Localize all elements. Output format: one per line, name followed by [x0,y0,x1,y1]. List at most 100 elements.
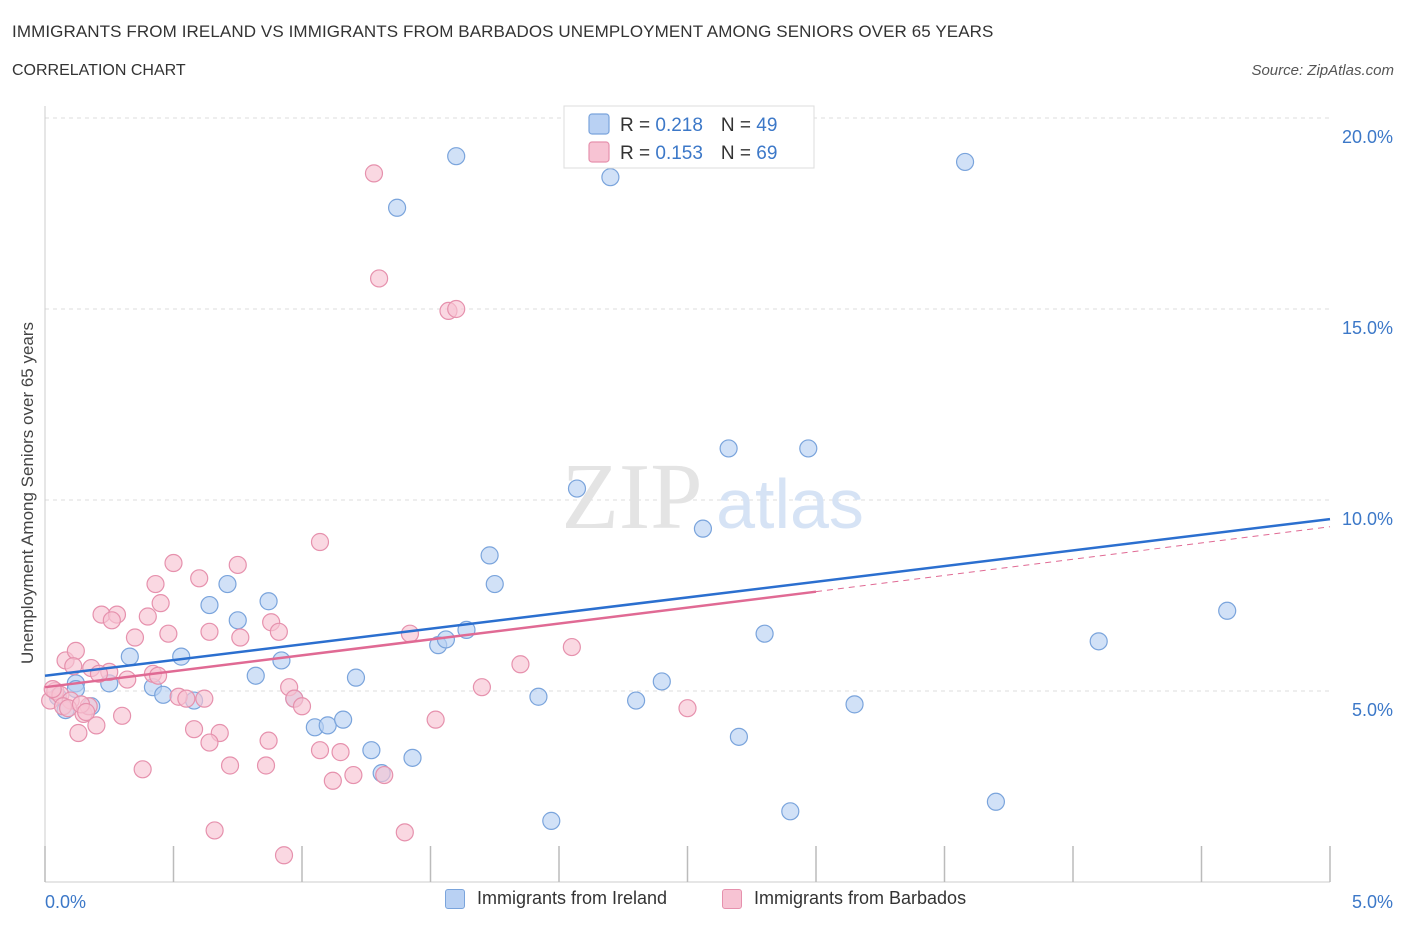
point-barbados-35 [256,756,276,775]
legend-top: R = 0.218 N = 49 R = 0.153 N = 69 [563,105,815,169]
trend-line-ireland [44,517,1331,677]
point-barbados-54 [447,299,466,319]
point-barbados-43 [310,741,330,760]
point-ireland-5 [120,647,139,666]
point-barbados-62 [64,657,83,676]
point-barbados-5 [66,641,85,660]
point-barbados-64 [77,702,96,722]
chart-source: Source: ZipAtlas.com [1251,62,1394,79]
point-barbados-42 [292,697,312,716]
point-ireland-39 [729,727,749,746]
point-barbados-10 [87,716,106,735]
point-barbados-69 [310,532,330,552]
point-barbados-6 [69,723,88,743]
point-barbados-48 [370,269,389,288]
watermark-zip: ZIP [562,445,703,549]
point-ireland-42 [799,439,818,458]
point-barbados-38 [269,622,288,641]
point-barbados-22 [159,624,178,643]
grid-lines [45,117,1330,692]
point-barbados-27 [190,569,209,588]
point-barbados-47 [364,164,384,183]
point-barbados-59 [43,679,62,699]
point-ireland-45 [986,792,1006,811]
x-tick-label-1: 5.0% [1352,892,1393,912]
point-ireland-36 [652,672,671,691]
point-barbados-15 [118,670,137,689]
point-barbados-36 [259,731,278,750]
y-axis-label: Unemployment Among Seniors over 65 years [18,322,37,664]
point-ireland-20 [346,668,366,687]
point-barbados-46 [344,765,363,785]
point-ireland-44 [955,152,975,172]
point-ireland-12 [228,611,247,630]
legend-top-text-0: R = 0.218 N = 49 [620,115,777,136]
legend-label-barbados: Immigrants from Barbados [754,888,967,908]
point-barbados-66 [102,611,121,630]
data-points [41,147,1237,865]
point-barbados-30 [205,821,224,840]
point-ireland-47 [1218,601,1237,620]
point-ireland-18 [318,716,337,735]
y-tick-label-3: 20.0% [1342,127,1393,147]
point-ireland-21 [362,741,381,760]
point-barbados-44 [323,771,342,790]
point-barbados-21 [151,594,170,613]
point-ireland-37 [693,519,713,538]
legend-bottom: Immigrants from Ireland Immigrants from … [0,888,1406,916]
point-ireland-30 [485,574,504,594]
point-ireland-26 [447,147,466,166]
chart-subtitle: CORRELATION CHART [12,62,186,79]
legend-item-ireland[interactable]: Immigrants from Ireland [445,888,667,909]
legend-swatch-ireland [445,888,465,909]
watermark-atlas: atlas [716,465,864,543]
legend-swatch-barbados [722,888,742,909]
trend-lines [44,517,1331,689]
point-ireland-43 [845,695,864,714]
point-ireland-40 [755,624,774,643]
point-barbados-52 [426,710,445,729]
point-ireland-35 [626,691,646,710]
legend-top-text-1: R = 0.153 N = 69 [620,143,777,164]
point-barbados-33 [228,555,247,575]
point-ireland-38 [719,439,738,458]
point-ireland-24 [403,748,422,767]
point-barbados-18 [138,607,157,626]
point-ireland-34 [601,168,620,187]
point-barbados-20 [146,574,165,594]
y-tick-label-1: 10.0% [1342,509,1393,529]
point-barbados-32 [220,756,240,775]
tick-labels: 5.0% 10.0% 15.0% 20.0% 0.0% 5.0% [45,127,1393,912]
chart-title: IMMIGRANTS FROM IRELAND VS IMMIGRANTS FR… [12,22,994,41]
legend-item-barbados[interactable]: Immigrants from Barbados [722,888,966,909]
point-barbados-26 [184,720,204,739]
y-tick-label-2: 15.0% [1342,318,1393,338]
point-barbados-57 [562,637,581,657]
point-barbados-16 [125,628,145,647]
point-ireland-32 [542,811,561,830]
watermark: ZIP atlas [562,445,864,549]
point-barbados-49 [375,765,394,785]
point-barbados-67 [148,666,168,685]
point-barbados-14 [112,706,132,725]
point-barbados-29 [200,622,219,641]
point-barbados-23 [164,553,183,573]
point-barbados-55 [472,678,491,697]
point-ireland-13 [246,666,265,685]
point-ireland-14 [259,592,278,611]
point-barbados-51 [400,624,420,643]
point-ireland-46 [1089,632,1108,651]
point-ireland-33 [567,479,587,498]
point-barbados-50 [395,823,414,842]
point-barbados-56 [511,655,530,674]
legend-label-ireland: Immigrants from Ireland [477,888,668,908]
point-ireland-15 [272,651,291,670]
legend-top-swatch-0 [588,113,610,135]
point-barbados-25 [177,689,196,708]
point-barbados-17 [133,760,152,779]
point-ireland-23 [387,198,407,217]
point-barbados-34 [231,628,250,647]
point-barbados-58 [678,699,697,718]
point-ireland-8 [172,647,191,666]
